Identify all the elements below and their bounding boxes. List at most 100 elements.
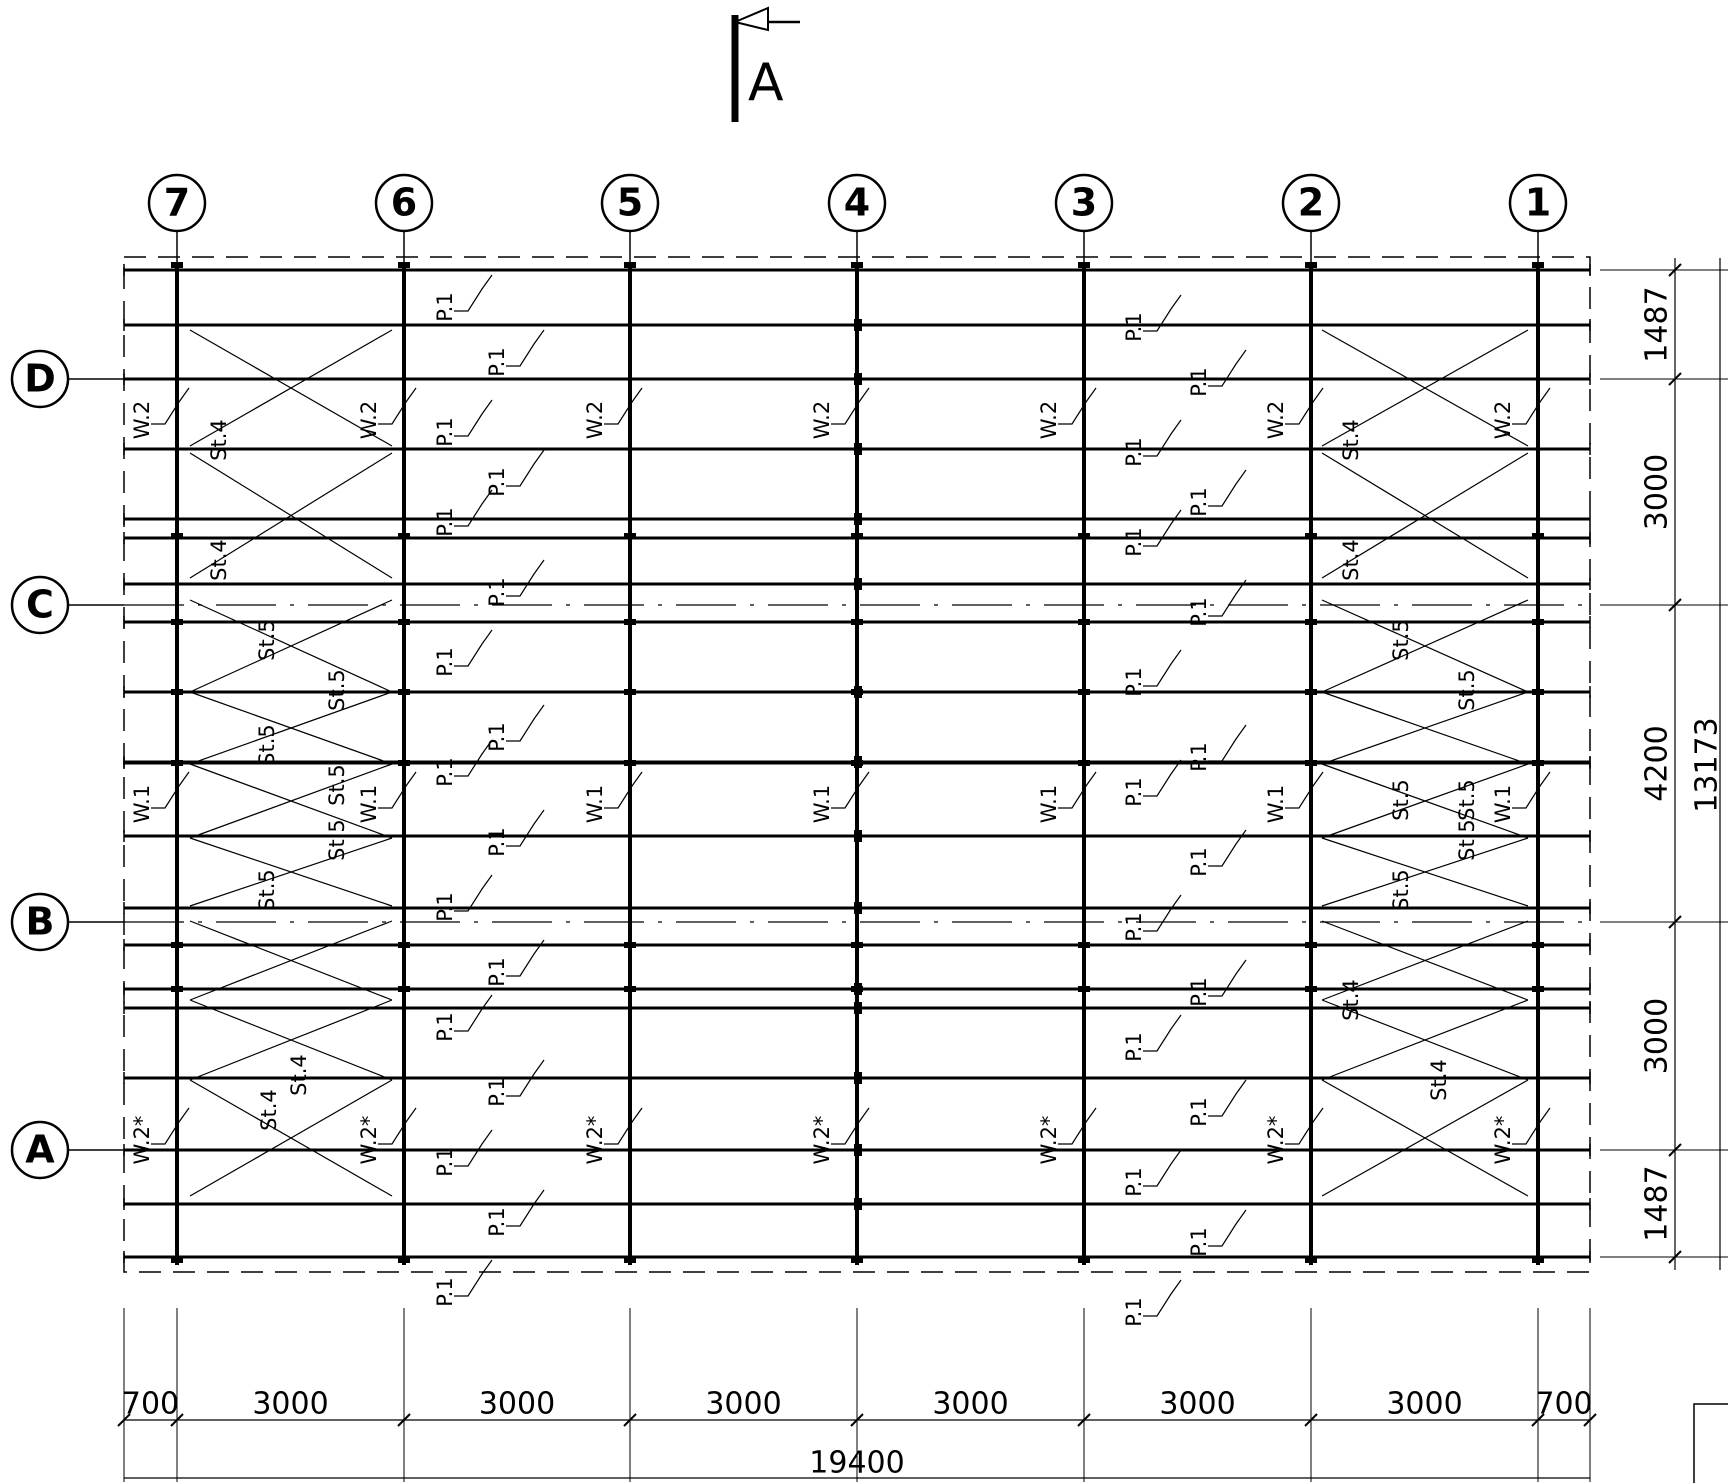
brace-diag-b: [1321, 920, 1529, 1001]
tag-leader: [151, 387, 190, 425]
tag-wall-lower: W.2*: [583, 1116, 607, 1165]
tag-leader: [1058, 771, 1097, 809]
tag-leader: [1512, 387, 1551, 425]
axis-label-row: B: [26, 900, 55, 944]
tag-leader: [604, 771, 643, 809]
tag-leader: [151, 1107, 190, 1145]
column-node-center: [854, 686, 862, 698]
tag-brace-inner: St.5: [325, 764, 349, 806]
tag-purlin: P.1: [433, 507, 457, 536]
axis-label-col: 5: [617, 181, 643, 225]
brace-diag-b: [1321, 763, 1529, 839]
column-node: [851, 942, 863, 948]
column-node: [171, 689, 183, 695]
column-node: [1078, 262, 1090, 268]
column-node: [398, 760, 410, 766]
column-node: [171, 619, 183, 625]
tag-purlin: P.1: [433, 417, 457, 446]
dim-span-label: 700: [122, 1387, 179, 1422]
tag-leader: [1208, 959, 1247, 997]
column-node: [398, 986, 410, 992]
tag-wall-mid: W.1: [583, 785, 607, 823]
tag-leader: [506, 704, 545, 742]
tag-purlin: P.1: [1122, 777, 1146, 806]
dim-span-label: 700: [1535, 1387, 1592, 1422]
tag-wall-upper: W.2: [1264, 401, 1288, 439]
axis-label-row: C: [26, 583, 54, 627]
column-node-center: [854, 756, 862, 768]
brace-diag-b: [189, 837, 393, 907]
vertical-columns: [171, 262, 1544, 1265]
dim-tick: [170, 1413, 184, 1427]
column-node: [624, 986, 636, 992]
column-node: [1078, 619, 1090, 625]
tag-wall-upper: W.2: [357, 401, 381, 439]
tag-wall-mid: W.1: [130, 785, 154, 823]
dim-span-right: 3000: [1640, 998, 1675, 1074]
dim-tick-right: [1668, 372, 1682, 386]
tag-purlin: P.1: [1187, 597, 1211, 626]
tag-brace-inner: St.5: [1455, 669, 1479, 711]
tag-brace-inner: St.5: [255, 869, 279, 911]
tag-purlin: P.1: [1187, 847, 1211, 876]
column-node: [851, 619, 863, 625]
tag-leader: [378, 387, 417, 425]
column-node-center: [854, 319, 862, 331]
dim-tick: [397, 1413, 411, 1427]
tag-leader: [454, 1259, 493, 1297]
grid-axis-bubbles: 7 6 5 4 3 2 1 D C B A: [10, 173, 1568, 1180]
dimension-lines: 700 3000 3000 3000 3000 3000 3000 700 19400 1487 3…: [117, 258, 1728, 1483]
tag-leader: [506, 1189, 545, 1227]
column-node: [1532, 760, 1544, 766]
column-node: [1532, 533, 1544, 539]
cross-bracing: [189, 329, 1529, 1197]
axis-label-col: 4: [844, 181, 870, 225]
column-node: [398, 689, 410, 695]
column-node: [171, 1257, 183, 1263]
tag-brace-inner: St.5: [1455, 819, 1479, 861]
tag-leader: [454, 274, 493, 312]
dim-tick-right: [1668, 1143, 1682, 1157]
tag-leader: [378, 771, 417, 809]
tag-leader: [831, 771, 870, 809]
column-node: [1305, 986, 1317, 992]
tag-leader: [454, 629, 493, 667]
tag-purlin: P.1: [1187, 742, 1211, 771]
column-node: [171, 262, 183, 268]
dim-span-right: 3000: [1640, 454, 1675, 530]
column-node: [624, 689, 636, 695]
column-node: [851, 1257, 863, 1263]
tag-purlin: P.1: [433, 1277, 457, 1306]
dim-span-label: 3000: [252, 1387, 328, 1422]
dim-tick-right: [1668, 1250, 1682, 1264]
tag-leader: [1208, 349, 1247, 387]
tag-leader: [1512, 771, 1551, 809]
column-node: [171, 533, 183, 539]
axis-label-col: 6: [391, 181, 417, 225]
tag-purlin: P.1: [1122, 312, 1146, 341]
tag-leader: [1143, 509, 1182, 547]
tag-leader: [604, 1107, 643, 1145]
dim-tick: [850, 1413, 864, 1427]
tag-leader: [454, 994, 493, 1032]
column-node-center: [854, 578, 862, 590]
tag-leader: [1143, 1279, 1182, 1317]
tag-purlin: P.1: [433, 892, 457, 921]
brace-diag-b: [189, 999, 393, 1081]
column-node: [398, 1257, 410, 1263]
tag-leader: [151, 771, 190, 809]
tag-leader: [604, 387, 643, 425]
tag-brace-inner: St.5: [325, 819, 349, 861]
tag-purlin: P.1: [485, 722, 509, 751]
dim-tick-right: [1668, 915, 1682, 929]
column-node: [1305, 619, 1317, 625]
dim-tick: [1531, 1413, 1545, 1427]
column-node: [1305, 533, 1317, 539]
tag-wall-upper: W.2: [1491, 401, 1515, 439]
tag-purlin: P.1: [485, 467, 509, 496]
tag-purlin: P.1: [433, 647, 457, 676]
dim-tick: [1077, 1413, 1091, 1427]
column-node: [1305, 1257, 1317, 1263]
dim-span-label: 3000: [479, 1387, 555, 1422]
